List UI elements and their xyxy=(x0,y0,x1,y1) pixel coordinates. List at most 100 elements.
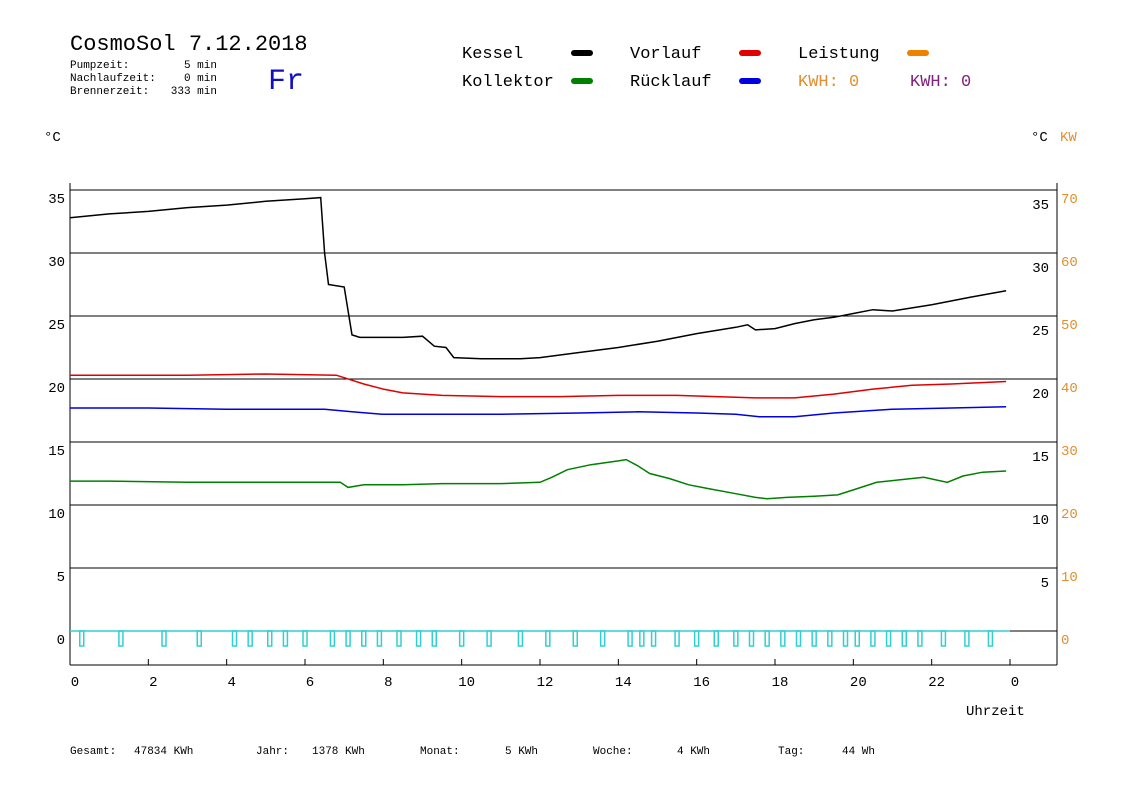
x-tick-label: 10 xyxy=(458,675,475,691)
kw-tick-label: 70 xyxy=(1061,192,1078,208)
pump-pulse xyxy=(599,630,606,647)
pump-pulse xyxy=(870,630,876,647)
pump-pulse xyxy=(780,630,786,647)
pump-pulse xyxy=(415,630,422,647)
y-right-tick-label: 5 xyxy=(1041,576,1049,592)
kwh-readout: KWH: 0 xyxy=(798,73,859,92)
stat-label: Brennerzeit: xyxy=(70,86,149,98)
y-tick-label: 25 xyxy=(48,318,65,334)
pump-pulse xyxy=(811,630,817,647)
x-tick-label: 4 xyxy=(227,675,235,691)
pump-pulse xyxy=(376,630,383,647)
y-right-tick-label: 15 xyxy=(1032,450,1049,466)
total-label: Tag: xyxy=(778,746,804,758)
pump-pulse xyxy=(231,630,238,647)
pump-pulse xyxy=(854,630,860,647)
legend-label: Leistung xyxy=(798,45,880,64)
kw-tick-label: 30 xyxy=(1061,444,1078,460)
pump-pulse xyxy=(361,630,367,647)
pump-pulse xyxy=(964,630,970,647)
series-kessel-line xyxy=(69,196,1007,360)
y-tick-label: 30 xyxy=(48,255,65,271)
x-axis-label: Uhrzeit xyxy=(966,704,1025,720)
x-tick-label: 14 xyxy=(615,675,632,691)
pump-pulse xyxy=(572,630,578,647)
pump-pulse xyxy=(79,630,85,647)
y-tick-label: 20 xyxy=(48,381,65,397)
energy-totals: Gesamt: 47834 KWh Jahr: 1378 KWh Monat: 5 KWh… xyxy=(70,746,875,758)
legend-label: Vorlauf xyxy=(630,45,701,64)
pump-pulse xyxy=(842,630,849,647)
pump-pulse xyxy=(118,630,124,647)
stat-value: 333 min xyxy=(171,86,217,98)
kwh-readout: KWH: 0 xyxy=(910,73,971,92)
total-value: 1378 KWh xyxy=(312,746,365,758)
pump-pulse xyxy=(827,630,833,647)
legend-label: Rücklauf xyxy=(630,73,712,92)
grid xyxy=(70,189,1057,632)
pump-pulse xyxy=(795,630,802,647)
pump-pulse xyxy=(486,630,492,647)
y-tick-label: 35 xyxy=(48,192,65,208)
x-tick-label: 18 xyxy=(772,675,789,691)
page-title: CosmoSol 7.12.2018 xyxy=(70,32,308,57)
stat-label: Pumpzeit: xyxy=(70,60,129,72)
pump-pulse xyxy=(693,630,700,647)
x-tick-label: 2 xyxy=(149,675,157,691)
total-value: 47834 KWh xyxy=(134,746,193,758)
right-axis-unit: °C xyxy=(1031,130,1048,146)
y-right-tick-label: 30 xyxy=(1032,261,1049,277)
y-tick-labels: 0 5 10 15 20 25 30 35 5 10 15 20 25 30 35 0 10 20 30 40 50 60… xyxy=(48,192,1078,649)
y-right-tick-label: 10 xyxy=(1032,513,1049,529)
y-right-tick-label: 35 xyxy=(1032,198,1049,214)
series-rcklauf-line xyxy=(70,405,1007,418)
pump-pulse xyxy=(987,630,994,647)
total-label: Jahr: xyxy=(256,746,289,758)
pump-pulse xyxy=(917,630,923,647)
pump-pulse xyxy=(674,630,680,647)
y-tick-label: 10 xyxy=(48,507,65,523)
total-value: 44 Wh xyxy=(842,746,875,758)
pump-pulse xyxy=(764,630,770,647)
left-axis-unit: °C xyxy=(44,130,61,146)
pump-pulse xyxy=(329,630,336,647)
pump-pulses xyxy=(70,630,1010,647)
legend-label: Kollektor xyxy=(462,73,554,92)
pump-pulse xyxy=(713,630,719,647)
pump-pulse xyxy=(545,630,551,647)
y-tick-label: 5 xyxy=(57,570,65,586)
pump-pulse xyxy=(901,630,907,647)
pump-pulse xyxy=(396,630,402,647)
x-tick-label: 6 xyxy=(306,675,314,691)
pump-pulse xyxy=(267,630,273,647)
series-vorlauf-line xyxy=(70,373,1007,399)
pump-pulse xyxy=(627,630,633,647)
total-label: Monat: xyxy=(420,746,460,758)
total-label: Woche: xyxy=(593,746,633,758)
total-value: 4 KWh xyxy=(677,746,710,758)
pump-pulse xyxy=(282,630,289,647)
stat-label: Nachlaufzeit: xyxy=(70,73,156,85)
x-tick-label: 8 xyxy=(384,675,392,691)
total-label: Gesamt: xyxy=(70,746,116,758)
right-axis-unit-kw: KW xyxy=(1060,130,1077,146)
stat-value: 5 min xyxy=(184,60,217,72)
pump-pulse xyxy=(885,630,892,647)
pump-pulse xyxy=(247,630,253,647)
x-tick-labels: 0 2 4 6 8 10 12 14 16 18 20 22 0 xyxy=(69,659,1019,691)
x-tick-label: 12 xyxy=(537,675,554,691)
kw-tick-label: 10 xyxy=(1061,570,1078,586)
legend: Kessel Kollektor Vorlauf Rücklauf Leistung KW… xyxy=(462,45,971,92)
pump-pulse xyxy=(161,630,167,647)
total-value: 5 KWh xyxy=(505,746,538,758)
kw-tick-label: 50 xyxy=(1061,318,1078,334)
series-kollektor-line xyxy=(70,458,1007,500)
y-right-tick-label: 20 xyxy=(1032,387,1049,403)
pump-pulse xyxy=(639,630,645,647)
pump-pulse xyxy=(650,630,657,647)
pump-pulse xyxy=(748,630,755,647)
pump-pulse xyxy=(431,630,437,647)
y-tick-label: 0 xyxy=(57,633,65,649)
x-tick-label: 0 xyxy=(1011,675,1019,691)
